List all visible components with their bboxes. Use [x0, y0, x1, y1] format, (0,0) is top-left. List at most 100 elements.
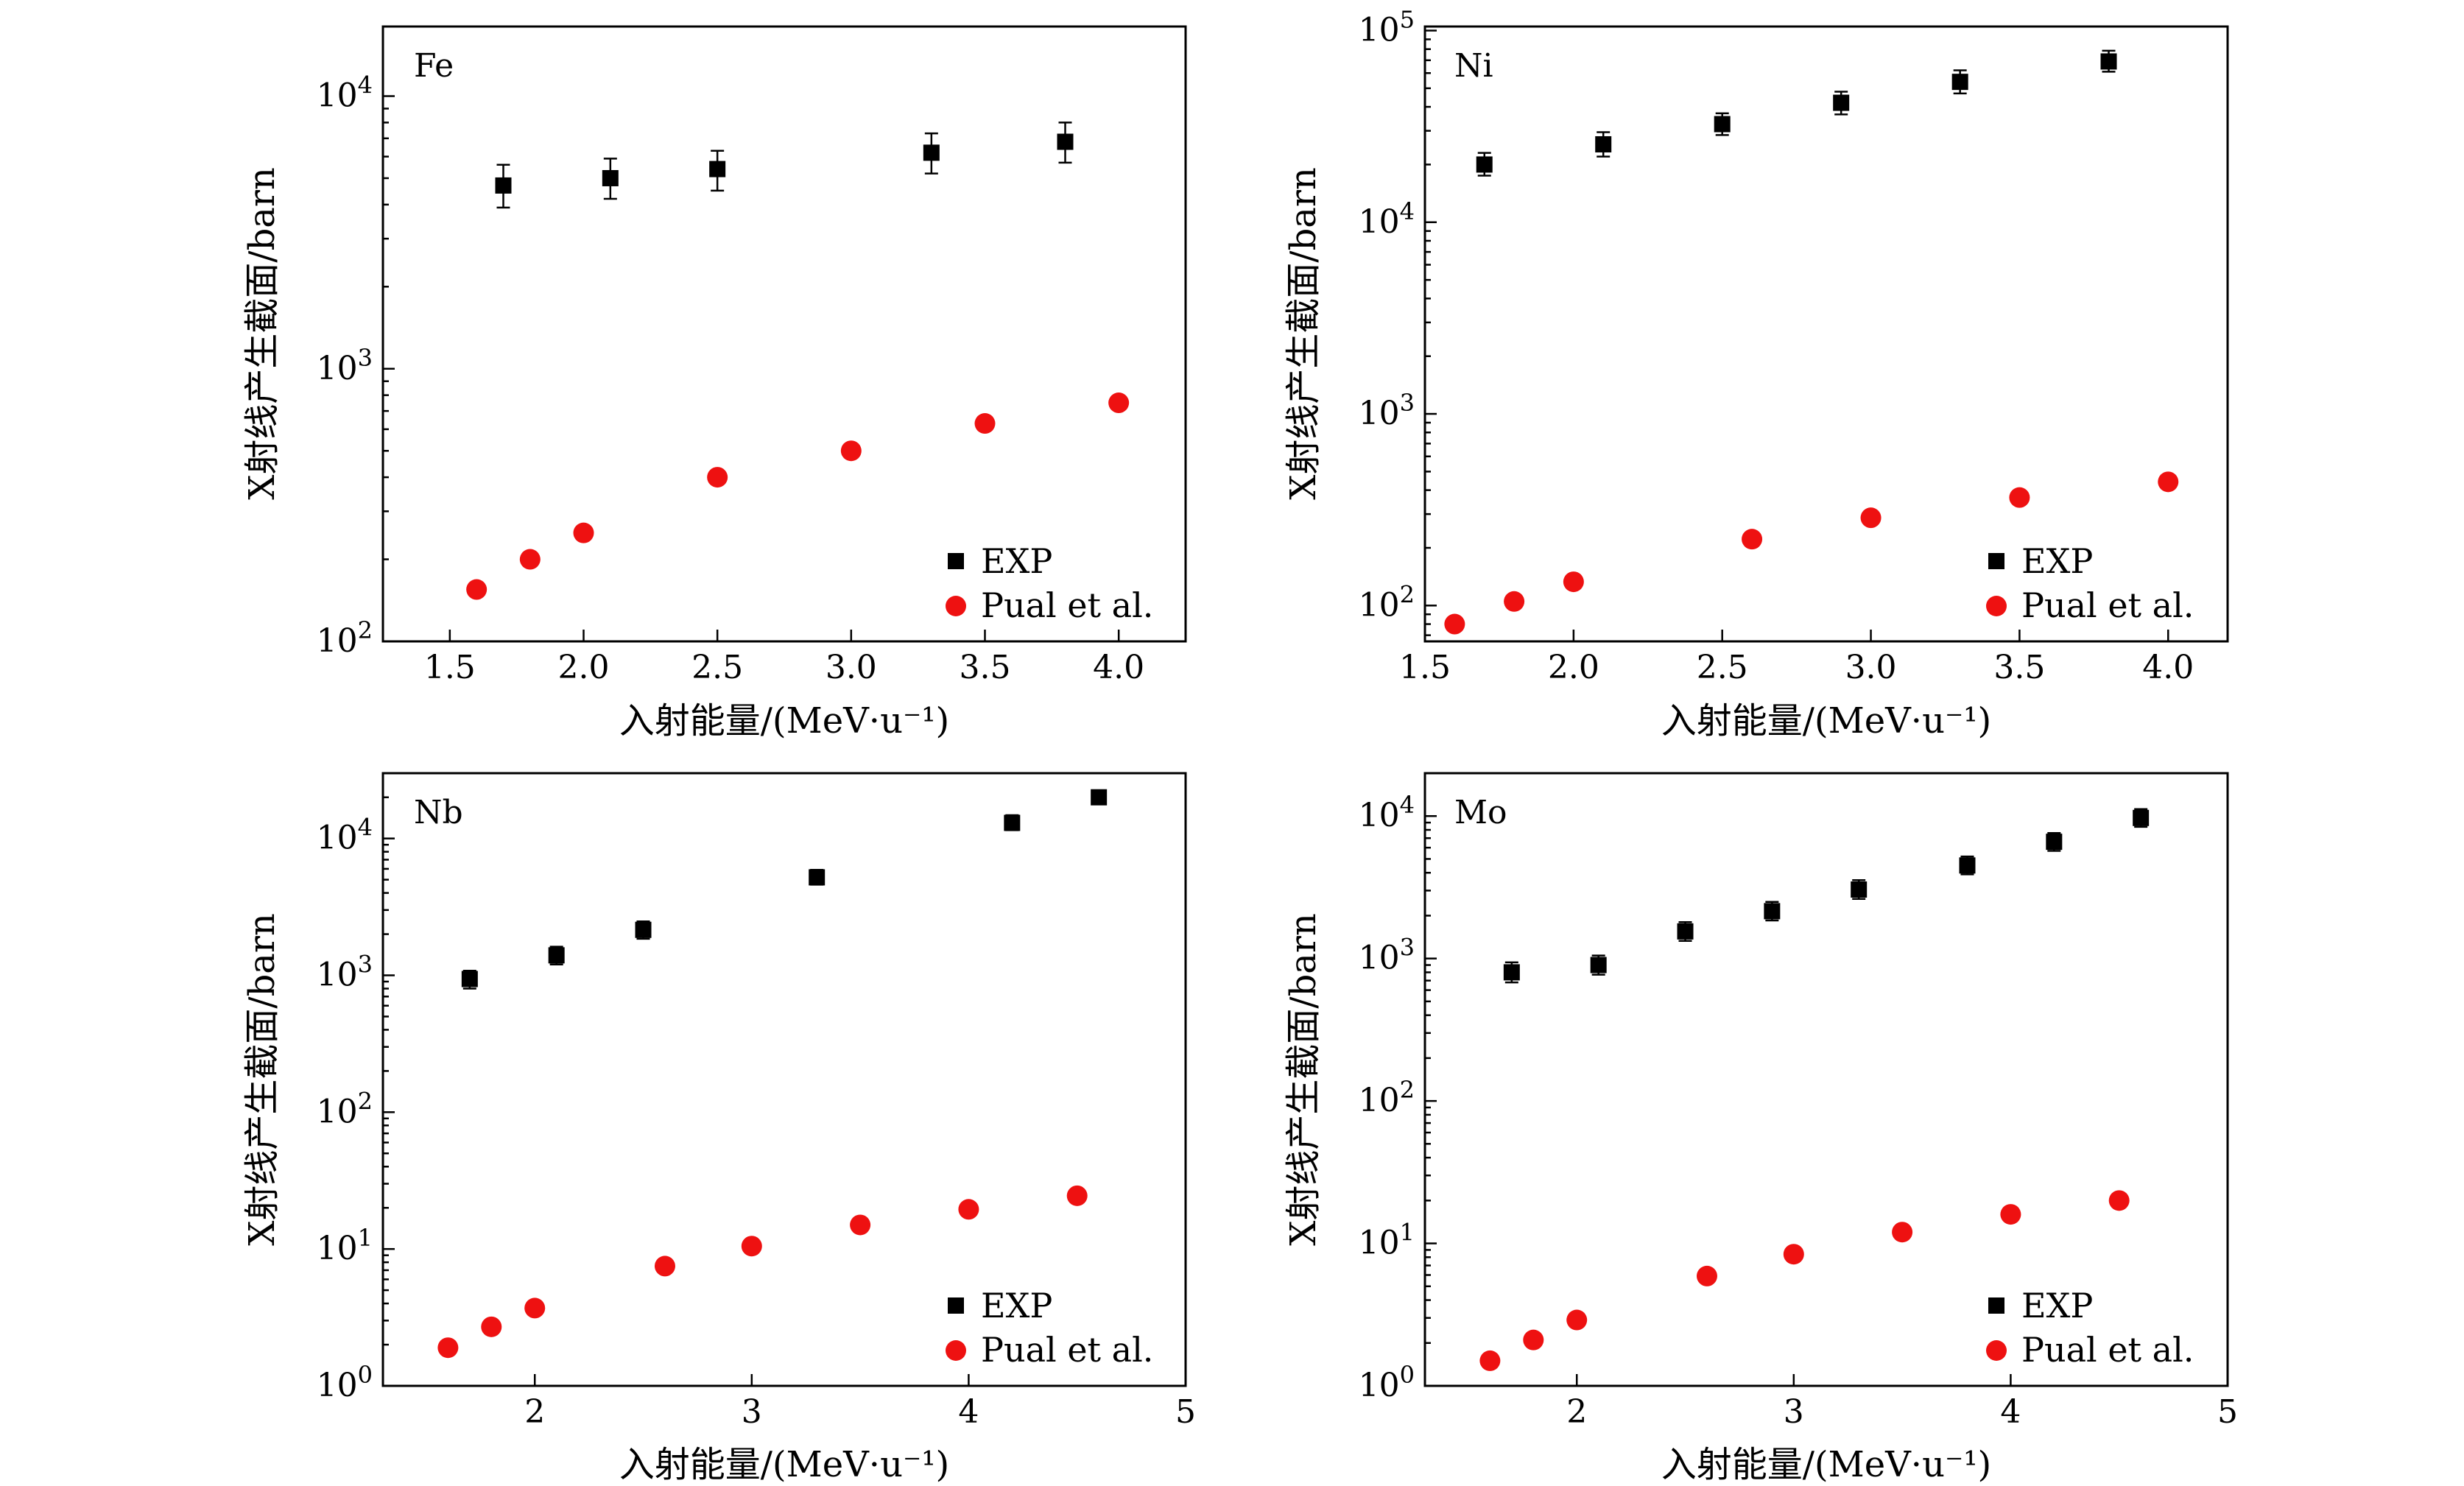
theory-point [573, 522, 594, 543]
theory-point [654, 1256, 675, 1277]
theory-point [958, 1199, 979, 1220]
chart-panel-fe: 1.5 2.0 2.5 3.0 3.5 4.0 102 103 104 Fe 入射能量/(Me… [242, 25, 1187, 742]
x-tick-label: 4.0 [2142, 649, 2194, 686]
theory-point [519, 549, 541, 570]
theory-point [1066, 1185, 1088, 1206]
x-axis-title: 入射能量/(MeV·u⁻¹) [619, 1444, 950, 1485]
x-tick-label: 3 [742, 1393, 762, 1431]
y-axis-title: X射线产生截面/barn [242, 167, 283, 500]
chart-panel-mo: 2 3 4 5 100 101 102 103 104 Mo 入射能量/(MeV·u⁻¹) X… [1283, 772, 2238, 1485]
exp-point [1590, 957, 1607, 973]
theory-point [1479, 1350, 1501, 1371]
exp-point [1951, 74, 1968, 91]
y-tick-label: 101 [1359, 1219, 1415, 1262]
x-tick-label: 2.0 [558, 649, 610, 686]
exp-point [709, 161, 726, 177]
legend-label-theory: Pual et al. [2021, 585, 2194, 625]
y-axis-title: X射线产生截面/barn [242, 913, 283, 1246]
exp-point [1503, 964, 1520, 981]
x-tick-label: 4.0 [1093, 649, 1144, 686]
y-tick-label: 103 [1359, 934, 1415, 977]
y-tick-label: 105 [1359, 6, 1415, 49]
theory-point [840, 440, 862, 462]
theory-point [707, 467, 728, 488]
exp-point [923, 144, 940, 161]
theory-point [2000, 1204, 2021, 1225]
theory-point [466, 579, 487, 600]
x-tick-label: 4 [958, 1393, 979, 1431]
exp-point [2100, 53, 2117, 70]
theory-point [481, 1316, 502, 1337]
y-tick-label: 102 [1359, 580, 1415, 624]
legend-marker-exp [948, 553, 964, 569]
chart-panel-nb: 2 3 4 5 100 101 102 103 104 Nb 入射能量/(MeV·u⁻¹) X… [242, 772, 1196, 1485]
legend: EXP Pual et al. [1986, 541, 2194, 625]
x-tick-label: 2.0 [1548, 649, 1599, 686]
theory-point [1783, 1244, 1804, 1265]
x-tick-label: 1.5 [1399, 649, 1451, 686]
exp-point [1091, 789, 1108, 806]
x-tick-label: 2 [524, 1393, 545, 1431]
exp-point [2133, 809, 2150, 826]
theory-point [974, 413, 996, 434]
plot-area-frame [1423, 25, 2229, 643]
chart-panel-ni: 1.5 2.0 2.5 3.0 3.5 4.0 102 103 104 105 Ni 入射能量/… [1283, 6, 2229, 742]
legend-marker-exp [948, 1297, 964, 1314]
x-tick-label: 5 [2217, 1393, 2238, 1431]
x-tick-label: 3.5 [1993, 649, 2045, 686]
y-tick-label: 102 [317, 1087, 373, 1130]
legend-label-exp: EXP [981, 541, 1052, 581]
theory-point [1566, 1309, 1588, 1331]
exp-point [602, 169, 619, 186]
x-axis-title: 入射能量/(MeV·u⁻¹) [619, 700, 950, 742]
x-tick-label: 2.5 [1697, 649, 1748, 686]
exp-point [1764, 903, 1781, 920]
theory-point [2108, 1190, 2130, 1211]
exp-point [635, 921, 652, 938]
theory-point [2158, 471, 2179, 493]
y-tick-label: 101 [317, 1224, 373, 1267]
exp-point [1476, 156, 1493, 173]
legend-label-theory: Pual et al. [981, 1330, 1153, 1370]
legend-label-exp: EXP [2021, 1286, 2093, 1325]
exp-point [1595, 135, 1612, 152]
theory-point [524, 1297, 546, 1319]
y-tick-label: 103 [317, 344, 373, 387]
theory-point [1504, 591, 1525, 612]
exp-point [1714, 116, 1731, 133]
x-tick-label: 4 [2000, 1393, 2021, 1431]
x-tick-label: 3.0 [1845, 649, 1897, 686]
y-tick-label: 104 [1359, 197, 1415, 241]
legend-label-exp: EXP [2021, 541, 2093, 581]
exp-point [461, 971, 478, 987]
exp-point [1851, 881, 1868, 898]
exp-point [1057, 133, 1074, 150]
legend-label-theory: Pual et al. [2021, 1330, 2194, 1370]
x-tick-label: 2 [1566, 1393, 1587, 1431]
x-tick-label: 5 [1175, 1393, 1196, 1431]
legend-label-theory: Pual et al. [981, 585, 1153, 625]
theory-point [1892, 1222, 1913, 1243]
legend-marker-theory [1986, 1340, 2007, 1361]
exp-point [548, 947, 565, 964]
y-tick-label: 102 [1359, 1076, 1415, 1119]
plot-area-frame [381, 772, 1187, 1387]
y-tick-label: 104 [317, 814, 373, 857]
theory-point [1696, 1265, 1717, 1286]
legend-marker-exp [1988, 1297, 2004, 1314]
exp-point [495, 177, 512, 194]
plot-area-frame [1423, 772, 2229, 1387]
exp-point [1004, 814, 1021, 831]
x-tick-label: 3 [1784, 1393, 1804, 1431]
exp-point [809, 869, 826, 886]
y-tick-label: 103 [317, 950, 373, 993]
theory-point [437, 1337, 459, 1359]
theory-point [1742, 529, 1763, 550]
theory-point [1563, 571, 1584, 593]
y-axis-title: X射线产生截面/barn [1283, 913, 1324, 1246]
legend-marker-theory [946, 1340, 966, 1361]
legend-marker-theory [946, 596, 966, 616]
y-tick-label: 104 [317, 71, 373, 115]
theory-point [1860, 507, 1882, 529]
